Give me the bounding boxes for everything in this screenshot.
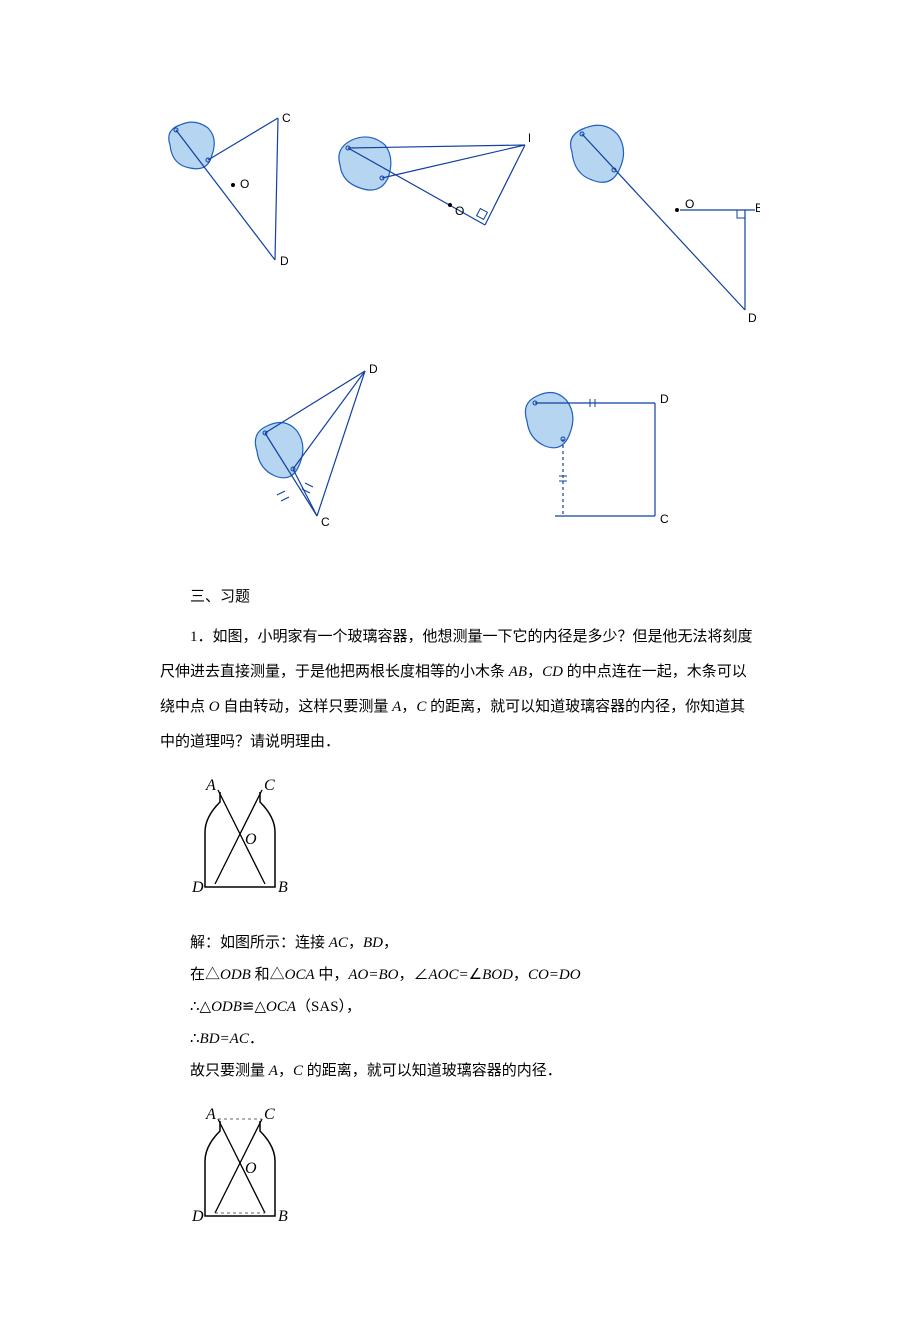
svg-text:C: C (321, 515, 330, 529)
problem-1-line-4: 中的道理吗？请说明理由． (160, 727, 760, 757)
svg-text:B: B (755, 201, 760, 215)
svg-text:C: C (264, 1106, 275, 1123)
problem-1-line-1: 1．如图，小明家有一个玻璃容器，他想测量一下它的内径是多少？但是他无法将刻度 (160, 622, 760, 652)
pond-diagram-3: O B D (560, 110, 760, 341)
solution-line-1: 解：如图所示：连接 AC，BD， (160, 928, 760, 958)
svg-text:D: D (191, 879, 204, 896)
section-heading: 三、习题 (160, 582, 760, 612)
svg-text:D: D (528, 131, 530, 145)
pond-diagram-5: D C (515, 361, 675, 552)
svg-text:A: A (205, 777, 216, 794)
svg-text:B: B (278, 1208, 288, 1225)
svg-text:B: B (278, 879, 288, 896)
pond-diagrams-row-1: C O D D O (160, 110, 760, 341)
solution-line-3: ∴△ODB≌△OCA（SAS）， (160, 992, 760, 1022)
svg-text:O: O (455, 204, 464, 218)
svg-text:D: D (660, 392, 669, 406)
svg-text:O: O (685, 197, 694, 211)
svg-text:C: C (660, 512, 669, 526)
svg-text:O: O (245, 831, 257, 848)
svg-text:O: O (245, 1160, 257, 1177)
svg-text:D: D (280, 254, 289, 268)
pond-diagram-4: D C (245, 361, 385, 552)
svg-text:D: D (191, 1208, 204, 1225)
bottle-diagram-2: A C O D B (190, 1101, 760, 1242)
pond-diagrams-row-2: D C D C (160, 361, 760, 552)
svg-text:C: C (264, 777, 275, 794)
solution-line-4: ∴BD=AC． (160, 1024, 760, 1054)
bottle-diagram-1: A C O D B (190, 772, 760, 913)
solution-line-2: 在△ODB 和△OCA 中，AO=BO，∠AOC=∠BOD，CO=DO (160, 960, 760, 990)
problem-1-line-3: 绕中点 O 自由转动，这样只要测量 A，C 的距离，就可以知道玻璃容器的内径，你… (160, 692, 760, 722)
svg-text:A: A (205, 1106, 216, 1123)
svg-text:C: C (282, 111, 291, 125)
pond-diagram-2: D O (330, 110, 530, 341)
solution-line-5: 故只要测量 A，C 的距离，就可以知道玻璃容器的内径． (160, 1056, 760, 1086)
problem-1-line-2: 尺伸进去直接测量，于是他把两根长度相等的小木条 AB，CD 的中点连在一起，木条… (160, 657, 760, 687)
pond-diagram-1: C O D (160, 110, 300, 341)
svg-text:D: D (748, 311, 757, 325)
svg-text:O: O (240, 177, 249, 191)
problem-label: 1． (190, 629, 213, 645)
svg-text:D: D (369, 362, 378, 376)
